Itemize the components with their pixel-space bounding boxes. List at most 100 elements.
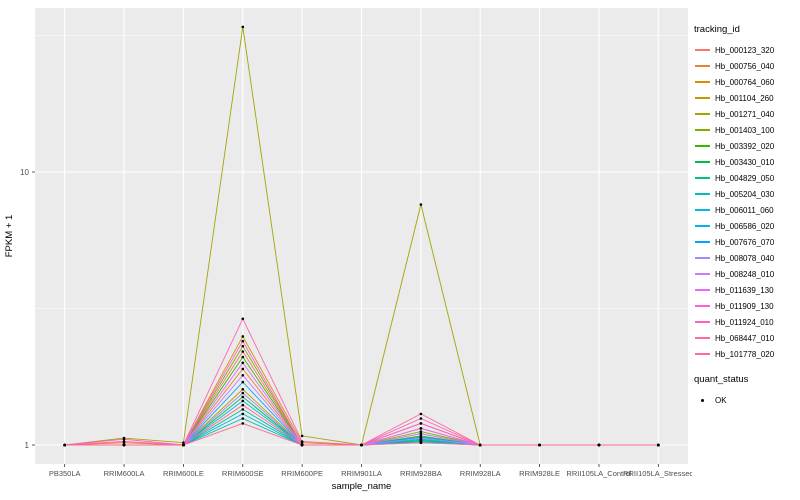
legend-item: Hb_001271_040 xyxy=(694,106,798,122)
data-point xyxy=(122,440,126,443)
legend-key-line-icon xyxy=(694,154,711,170)
data-point xyxy=(419,427,423,430)
y-axis-title: FPKM + 1 xyxy=(4,215,15,258)
legend-key-line-icon xyxy=(694,90,711,106)
legend-item: Hb_003430_010 xyxy=(694,154,798,170)
data-point xyxy=(597,443,601,447)
x-tick-label: RRIM600LE xyxy=(163,469,204,478)
legend-key-line-icon xyxy=(694,250,711,266)
data-point xyxy=(241,361,245,365)
quant-legend-items: OK xyxy=(694,392,798,408)
legend-label: Hb_008248_010 xyxy=(715,269,775,279)
legend-panel: tracking_id Hb_000123_320 Hb_000756_040 Hb… xyxy=(694,24,798,408)
legend-key-line-icon xyxy=(694,298,711,314)
legend-key-line-icon xyxy=(694,42,711,58)
legend-item: Hb_001403_100 xyxy=(694,122,798,138)
data-point xyxy=(241,344,245,348)
legend-item: Hb_006011_060 xyxy=(694,202,798,218)
data-point xyxy=(419,412,423,416)
data-point xyxy=(241,25,245,29)
data-point xyxy=(241,388,245,391)
legend-label: Hb_005204_030 xyxy=(715,189,775,199)
data-point xyxy=(241,367,245,371)
legend-item: Hb_008248_010 xyxy=(694,266,798,282)
legend-label: Hb_006011_060 xyxy=(715,205,774,215)
data-point xyxy=(122,443,126,447)
legend-item: Hb_008078_040 xyxy=(694,250,798,266)
legend-item: Hb_101778_020 xyxy=(694,346,798,362)
x-tick-label: RRIM600PE xyxy=(281,469,323,478)
data-point xyxy=(241,374,245,377)
legend-item: Hb_006586_020 xyxy=(694,218,798,234)
legend-label: Hb_000123_320 xyxy=(715,45,775,55)
data-point xyxy=(241,399,245,403)
legend-label: Hb_003392_020 xyxy=(715,141,775,151)
data-point xyxy=(241,422,245,425)
legend-label: Hb_001271_040 xyxy=(715,109,775,119)
legend-item: Hb_003392_020 xyxy=(694,138,798,154)
x-axis-title: sample_name xyxy=(332,481,392,492)
data-point xyxy=(538,443,541,447)
x-tick-label: RRIM901LA xyxy=(341,469,382,478)
x-tick-label: RRIM928BA xyxy=(400,469,442,478)
legend-label: Hb_008078_040 xyxy=(715,253,775,263)
legend-key-line-icon xyxy=(694,58,711,74)
legend-key-line-icon xyxy=(694,266,711,282)
legend-key-line-icon xyxy=(694,170,711,186)
data-point xyxy=(182,443,185,447)
legend-item: Hb_000756_040 xyxy=(694,58,798,74)
legend-item: Hb_007676_070 xyxy=(694,234,798,250)
data-point xyxy=(241,355,245,359)
legend-title-quant: quant_status xyxy=(694,374,749,385)
x-tick-label: RRII105LA_Control xyxy=(566,469,631,478)
legend-key-line-icon xyxy=(694,74,711,90)
data-point xyxy=(419,203,423,206)
y-tick-label: 10 xyxy=(20,168,29,177)
legend-label: Hb_000756_040 xyxy=(715,61,775,71)
legend-item: Hb_011909_130 xyxy=(694,298,798,314)
legend-key-line-icon xyxy=(694,122,711,138)
legend-label: Hb_007676_070 xyxy=(715,237,775,247)
legend-label: Hb_011639_130 xyxy=(715,285,774,295)
legend-label: Hb_004829_050 xyxy=(715,173,775,183)
data-point xyxy=(360,443,363,447)
legend-item: Hb_011924_010 xyxy=(694,314,798,330)
legend-item: Hb_000764_060 xyxy=(694,74,798,90)
data-point xyxy=(419,441,423,445)
x-tick-label: RRIM600LA xyxy=(104,469,145,478)
data-point xyxy=(241,417,245,420)
x-tick-label: RRIM928LE xyxy=(519,469,560,478)
x-tick-label: RRIM600SE xyxy=(222,469,264,478)
legend-label: Hb_006586_020 xyxy=(715,221,775,231)
legend-label: Hb_003430_010 xyxy=(715,157,775,167)
data-point xyxy=(63,443,66,447)
data-point xyxy=(419,422,423,425)
x-tick-label: PB350LA xyxy=(49,469,81,478)
legend-label: Hb_001104_260 xyxy=(715,93,774,103)
data-point xyxy=(182,441,185,445)
data-point xyxy=(241,335,245,338)
data-point xyxy=(419,432,423,436)
quant-legend-label: OK xyxy=(715,395,727,405)
legend-item: Hb_001104_260 xyxy=(694,90,798,106)
quant-legend-item: OK xyxy=(694,392,798,408)
y-tick-label: 1 xyxy=(25,441,30,450)
legend-key-line-icon xyxy=(694,202,711,218)
data-point xyxy=(419,436,423,440)
x-tick-label: RRII105LA_Stressed xyxy=(623,469,692,478)
data-point xyxy=(241,317,245,321)
legend-label: Hb_001403_100 xyxy=(715,125,775,135)
data-point xyxy=(241,403,245,407)
legend-item: Hb_068447_010 xyxy=(694,330,798,346)
data-point xyxy=(241,350,245,353)
legend-key-line-icon xyxy=(694,138,711,154)
legend-key-line-icon xyxy=(694,346,711,362)
data-point xyxy=(241,395,245,399)
data-point xyxy=(241,380,245,384)
legend-title-tracking: tracking_id xyxy=(694,24,740,35)
data-point xyxy=(122,437,126,441)
data-point xyxy=(241,408,245,411)
legend-key-line-icon xyxy=(694,218,711,234)
legend-key-point-icon xyxy=(694,392,711,408)
legend-item: Hb_005204_030 xyxy=(694,186,798,202)
